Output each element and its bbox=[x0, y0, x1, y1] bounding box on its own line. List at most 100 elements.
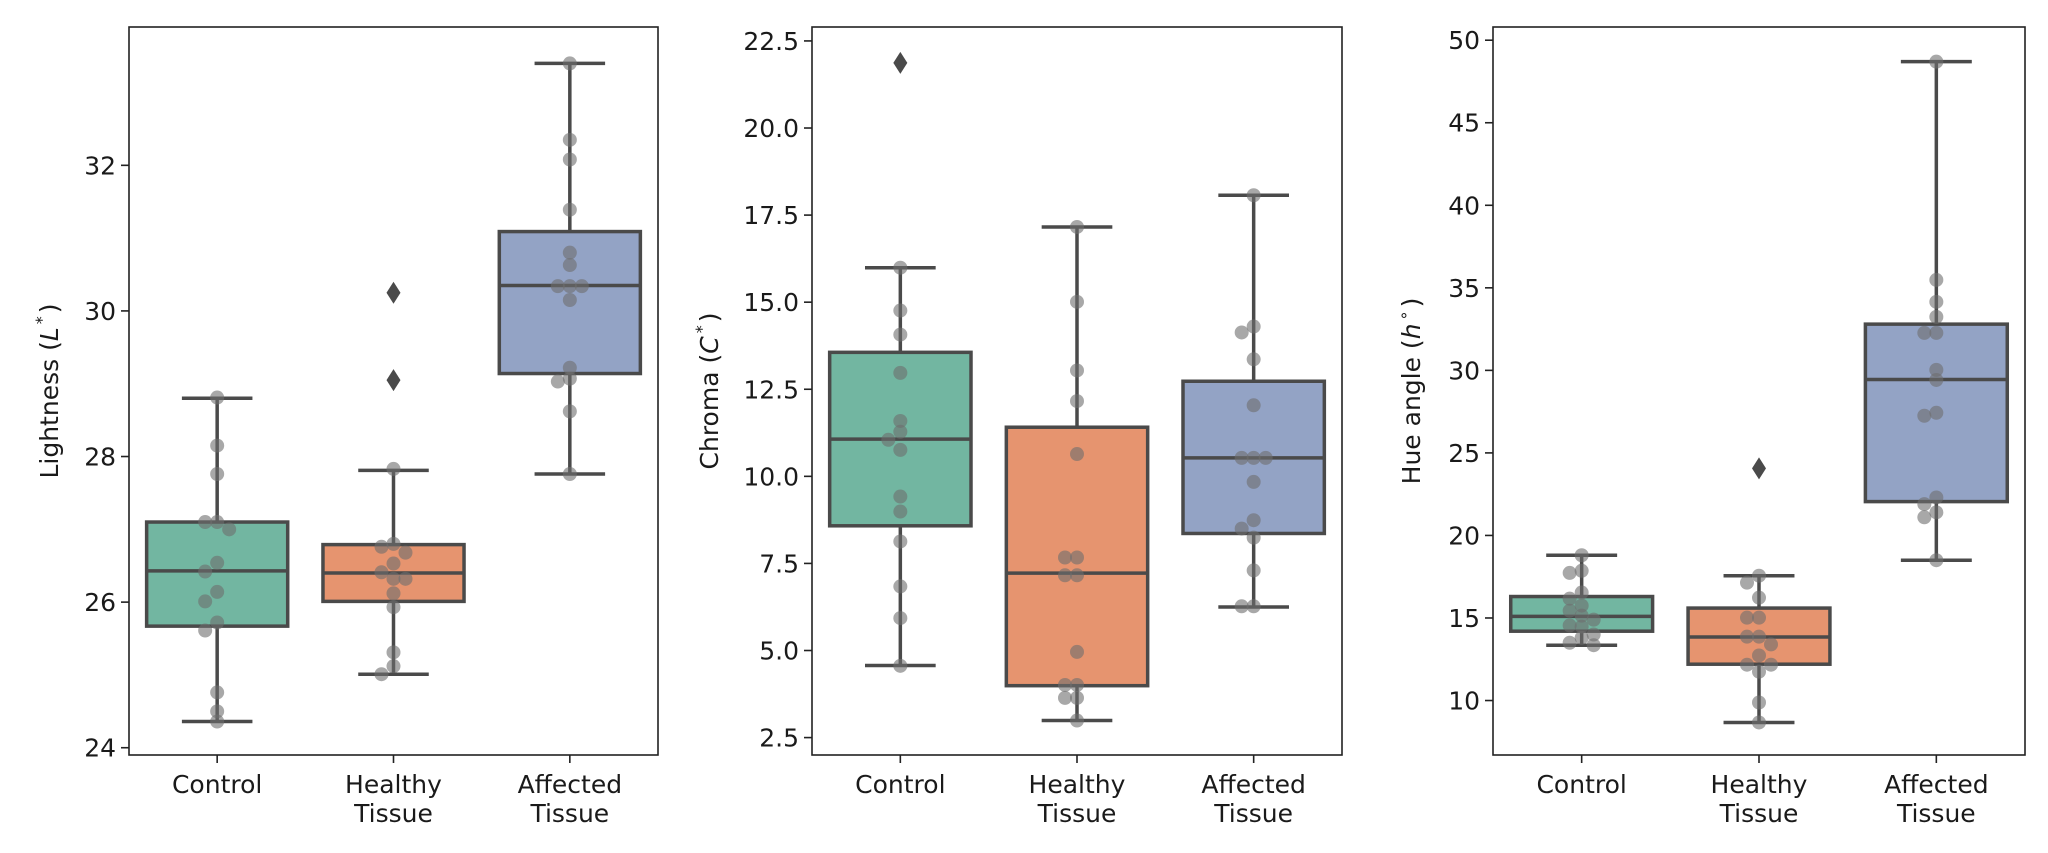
data-point bbox=[210, 466, 225, 481]
box-iqr bbox=[1863, 322, 2010, 504]
data-point bbox=[1234, 325, 1249, 340]
data-point bbox=[1917, 325, 1932, 340]
data-point bbox=[562, 404, 577, 419]
data-point bbox=[198, 515, 213, 530]
data-point bbox=[210, 584, 225, 599]
data-point bbox=[1246, 563, 1261, 578]
data-point bbox=[562, 466, 577, 481]
y-tick-label: 20.0 bbox=[743, 114, 799, 143]
data-point bbox=[562, 360, 577, 375]
x-tick-label: Healthy bbox=[1029, 770, 1126, 799]
y-tick-label: 40 bbox=[1448, 191, 1480, 220]
data-point bbox=[1929, 405, 1944, 420]
y-label-symbol: h bbox=[1397, 323, 1426, 339]
data-point bbox=[881, 432, 896, 447]
data-point bbox=[562, 293, 577, 307]
data-point bbox=[1752, 610, 1766, 625]
y-label-text-end: ) bbox=[35, 303, 64, 313]
y-label-superscript: ∘ bbox=[1394, 310, 1413, 320]
box-group-healthy-tissue bbox=[321, 281, 466, 676]
data-point bbox=[1574, 598, 1589, 613]
data-point bbox=[1929, 362, 1944, 377]
chroma-panel: 2.5 5.0 7.5 10.0 12.5 15.0 17.5 20.0 22.5 Control… bbox=[692, 26, 1343, 828]
data-point bbox=[210, 615, 225, 630]
data-point bbox=[1234, 599, 1249, 614]
data-point bbox=[1058, 550, 1072, 565]
data-point bbox=[1058, 568, 1072, 583]
y-label-superscript: * bbox=[692, 325, 711, 333]
y-label-text: Chroma ( bbox=[695, 354, 724, 470]
data-point bbox=[1070, 550, 1084, 565]
data-point bbox=[1246, 188, 1261, 203]
data-point bbox=[386, 645, 401, 660]
data-point bbox=[893, 489, 908, 504]
y-tick-label: 12.5 bbox=[743, 375, 799, 404]
data-point bbox=[1586, 612, 1601, 627]
data-point bbox=[210, 685, 225, 700]
data-point bbox=[1752, 695, 1766, 710]
data-point bbox=[1070, 713, 1084, 728]
outlier-marker bbox=[386, 369, 401, 392]
y-label-text-end: ) bbox=[695, 313, 724, 323]
data-point bbox=[1574, 608, 1589, 623]
y-tick-label: 26 bbox=[84, 588, 116, 617]
x-tick-label: Tissue bbox=[1213, 799, 1293, 828]
data-point bbox=[1929, 325, 1944, 340]
data-point bbox=[893, 365, 908, 380]
data-point bbox=[198, 594, 213, 609]
data-point bbox=[893, 504, 908, 519]
data-point bbox=[562, 152, 577, 167]
y-tick-label: 10.0 bbox=[743, 462, 799, 491]
x-tick-label: Affected bbox=[1884, 770, 1989, 799]
data-point bbox=[562, 258, 577, 273]
data-point bbox=[1562, 618, 1577, 633]
data-point bbox=[1234, 521, 1249, 536]
data-point bbox=[893, 327, 908, 342]
data-point bbox=[1586, 627, 1601, 642]
data-point bbox=[1574, 630, 1589, 645]
data-point bbox=[893, 534, 908, 549]
data-point bbox=[1929, 309, 1944, 324]
data-point bbox=[1740, 629, 1754, 644]
data-point bbox=[1574, 563, 1589, 578]
x-tick-label: Tissue bbox=[529, 799, 609, 828]
y-tick-label: 10 bbox=[1448, 687, 1480, 716]
data-point bbox=[1070, 568, 1084, 583]
data-point bbox=[550, 279, 565, 294]
data-point bbox=[1586, 638, 1601, 653]
y-tick-label: 5.0 bbox=[759, 637, 799, 666]
y-tick-label: 28 bbox=[84, 443, 116, 472]
box-group-healthy-tissue bbox=[1686, 457, 1832, 725]
y-label-text-end: ) bbox=[1397, 298, 1426, 308]
data-point bbox=[1562, 565, 1577, 580]
data-point bbox=[1258, 450, 1273, 465]
y-label-superscript: * bbox=[32, 316, 51, 324]
data-point bbox=[374, 667, 389, 682]
outlier-marker bbox=[386, 281, 401, 304]
y-tick-label: 25 bbox=[1448, 439, 1480, 468]
data-point bbox=[1752, 715, 1766, 730]
data-point bbox=[1929, 490, 1944, 505]
data-point bbox=[1562, 603, 1577, 618]
data-point bbox=[1246, 599, 1261, 614]
data-point bbox=[1070, 219, 1084, 234]
data-point bbox=[386, 600, 401, 615]
y-label-symbol: L bbox=[35, 327, 64, 341]
data-point bbox=[562, 371, 577, 386]
data-point bbox=[1070, 447, 1084, 462]
data-point bbox=[1070, 294, 1084, 309]
data-point bbox=[1740, 575, 1754, 590]
data-point bbox=[550, 374, 565, 389]
y-axis-label: Chroma (C *) bbox=[692, 313, 724, 470]
data-point bbox=[1070, 677, 1084, 692]
data-point bbox=[1246, 352, 1261, 367]
y-axis-label: Hue angle (h ∘) bbox=[1394, 298, 1426, 485]
data-point bbox=[1929, 272, 1944, 287]
data-point bbox=[1058, 677, 1072, 692]
box-group-affected-tissue bbox=[1863, 59, 2010, 562]
data-point bbox=[210, 714, 225, 729]
data-point bbox=[1917, 408, 1932, 423]
data-point bbox=[198, 564, 213, 579]
data-point bbox=[398, 545, 413, 560]
